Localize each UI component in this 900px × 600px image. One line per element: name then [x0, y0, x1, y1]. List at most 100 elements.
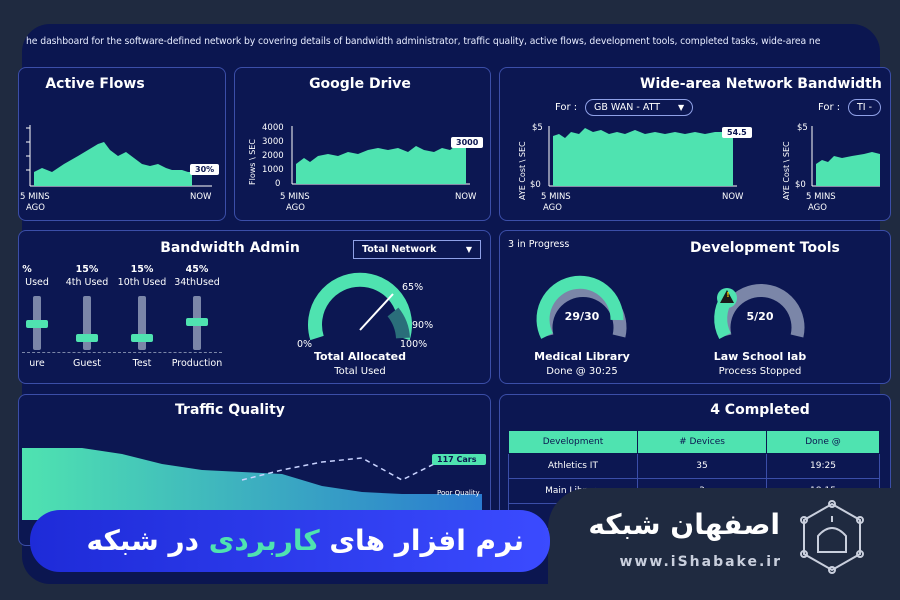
wan-select-1[interactable]: GB WAN - ATT ▼ [585, 99, 694, 116]
slider-pct: 15% [75, 264, 99, 275]
slider-thumb[interactable] [131, 333, 153, 342]
google-drive-ytick-0: 0 [275, 179, 281, 189]
bandwidth-admin-title: Bandwidth Admin [160, 240, 300, 256]
google-drive-ytick-3000: 3000 [262, 137, 284, 147]
active-flows-callout: 30% [190, 164, 220, 175]
slider-label: ure [29, 358, 45, 369]
google-drive-ytick-2000: 2000 [262, 151, 284, 161]
law-school-label: Law School lab [713, 350, 807, 363]
slider-label: Test [132, 358, 152, 369]
table-cell: 35 [637, 453, 767, 479]
wan-chart-2 [811, 126, 880, 187]
slider-pct: % [22, 264, 32, 275]
google-drive-panel [234, 67, 491, 221]
google-drive-ytick-4000: 4000 [262, 123, 284, 133]
active-flows-x-start: 5 MINS [20, 192, 50, 202]
google-drive-ytick-1000: 1000 [262, 165, 284, 175]
gauge-tick-0: 0% [297, 339, 313, 350]
slider-baseline [22, 352, 222, 353]
slider-pct: 45% [185, 264, 209, 275]
wan-x-end: NOW [722, 192, 744, 202]
active-flows-chart [26, 125, 212, 187]
wan-title: Wide-area Network Bandwidth [640, 76, 882, 92]
wan-callout: 54.5 [722, 127, 752, 138]
bandwidth-admin-select-value: Total Network [362, 244, 437, 255]
medical-library-gauge [536, 275, 627, 339]
medical-library-label: Medical Library [534, 350, 630, 363]
wan-x-start: 5 MINS [541, 192, 571, 202]
wan-y-top: $5 [532, 123, 543, 133]
wan-select-1-value: GB WAN - ATT [594, 102, 661, 113]
brand-area [548, 488, 900, 600]
traffic-quality-chart [22, 448, 482, 520]
completed-header-devices: # Devices [637, 430, 767, 454]
slider-used: Used [25, 277, 49, 288]
traffic-callout-quality: Poor Quality [437, 489, 480, 497]
active-flows-x-start2: AGO [26, 203, 45, 213]
slider-thumb[interactable] [26, 320, 48, 329]
slider-used: 10th Used [117, 277, 167, 288]
completed-header-development: Development [508, 430, 638, 454]
wan-ylabel-2: AYE Cost \ SEC [782, 141, 791, 200]
traffic-quality-title: Traffic Quality [175, 402, 285, 418]
law-school-gauge [714, 284, 805, 340]
google-drive-chart [291, 126, 470, 185]
warning-icon: ! [726, 291, 730, 299]
medical-library-value: 29/30 [564, 310, 600, 323]
google-drive-callout: 3000 [451, 137, 484, 148]
slider-thumb[interactable] [76, 333, 98, 342]
gauge-tick-100: 100% [400, 339, 428, 350]
banner [30, 510, 550, 572]
dashboard-description: he dashboard for the software-defined ne… [26, 36, 821, 47]
wan-y-bottom-2: $0 [795, 180, 806, 190]
table-row[interactable]: Athletics IT 35 19:25 [508, 453, 880, 479]
wan-x-start2-2: AGO [808, 203, 827, 213]
completed-header-done: Done @ [766, 430, 880, 454]
table-cell: Athletics IT [508, 453, 638, 479]
wan-x-start2: AGO [543, 203, 562, 213]
wan-for-label-2: For : [818, 102, 841, 113]
gauge-label: Total Allocated [313, 350, 407, 363]
chevron-down-icon: ▼ [465, 245, 472, 254]
wan-ylabel: AYE Cost \ SEC [518, 141, 527, 200]
gauge-tick-65: 65% [402, 282, 424, 293]
chevron-down-icon: ▼ [678, 103, 685, 112]
bandwidth-admin-select[interactable]: Total Network ▼ [353, 240, 481, 259]
active-flows-x-end: NOW [190, 192, 212, 202]
brand-logo-icon [800, 500, 864, 574]
table-cell: 19:25 [766, 453, 880, 479]
google-drive-title: Google Drive [309, 76, 411, 92]
total-allocated-gauge [308, 272, 412, 341]
brand-name: اصفهان شبکه [588, 508, 780, 541]
banner-text: نرم افزار های کاربردی در شبکه [64, 524, 524, 557]
wan-select-2[interactable]: TI - [848, 99, 882, 116]
wan-y-bottom: $0 [530, 180, 541, 190]
slider-track[interactable] [83, 296, 91, 350]
slider-thumb[interactable] [186, 317, 208, 326]
slider-used: 4th Used [65, 277, 109, 288]
slider-track[interactable] [138, 296, 146, 350]
active-flows-panel [18, 67, 226, 221]
medical-library-sub: Done @ 30:25 [546, 366, 618, 377]
google-drive-x-end: NOW [455, 192, 477, 202]
gauge-tick-90: 90% [412, 320, 434, 331]
slider-pct: 15% [130, 264, 154, 275]
gauge-sublabel: Total Used [334, 366, 386, 377]
wan-x-start-2: 5 MINS [806, 192, 836, 202]
slider-used: 34thUsed [174, 277, 220, 288]
brand-url[interactable]: www.iShabake.ir [619, 554, 782, 570]
completed-title: 4 Completed [710, 402, 810, 418]
active-flows-title: Active Flows [45, 76, 145, 92]
banner-highlight: کاربردی [208, 524, 320, 557]
wan-chart [548, 126, 737, 187]
dev-tools-title: Development Tools [690, 240, 840, 256]
dev-tools-progress: 3 in Progress [508, 239, 570, 250]
wan-for-label: For : [555, 102, 578, 113]
google-drive-x-start2: AGO [286, 203, 305, 213]
dev-tools-panel [499, 230, 891, 384]
law-school-value: 5/20 [746, 310, 774, 323]
slider-label: Production [171, 358, 223, 369]
traffic-callout-cars: 117 Cars [432, 454, 486, 465]
slider-label: Guest [73, 358, 101, 369]
wan-select-2-value: TI - [857, 102, 873, 113]
